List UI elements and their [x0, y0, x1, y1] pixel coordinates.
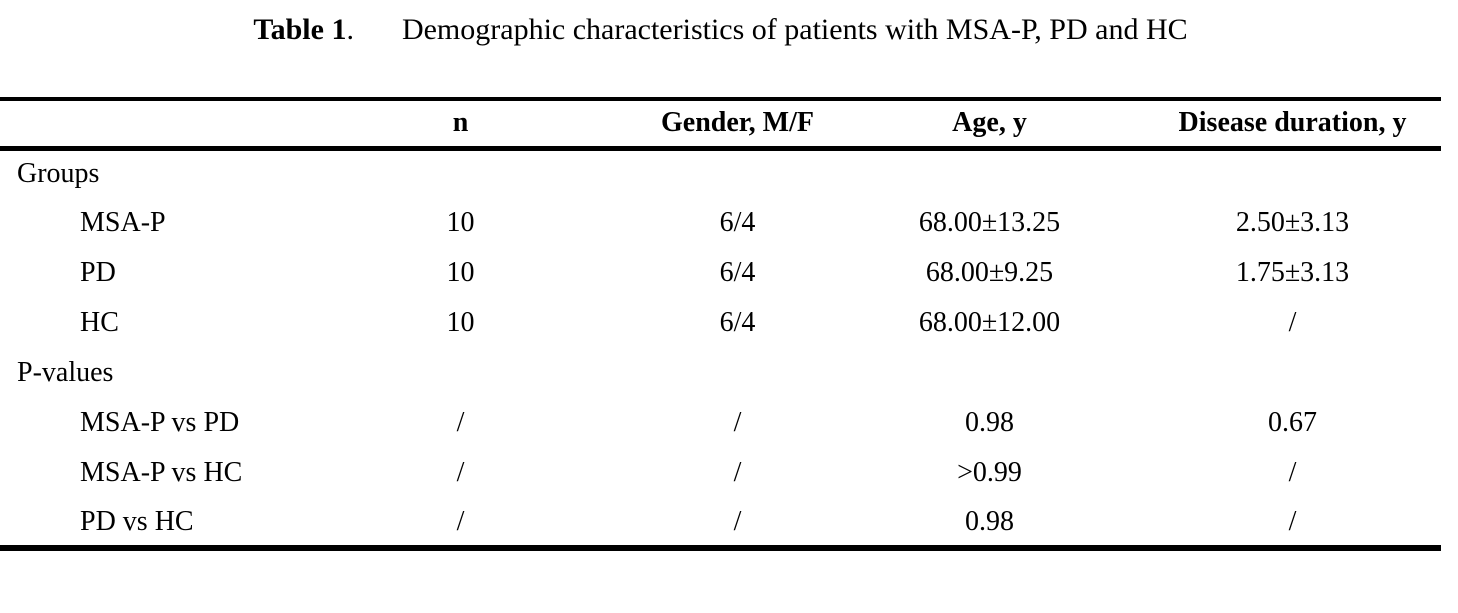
document-page: Table 1. Demographic characteristics of p…: [0, 13, 1458, 613]
column-header-n: n: [331, 97, 590, 151]
table-cell: 10: [446, 207, 475, 238]
row-label-p-values: P-values: [17, 357, 114, 388]
table-cell: 6/4: [719, 207, 756, 238]
table-cell: 0.98: [885, 498, 1094, 551]
table-cell: 6/4: [719, 257, 756, 288]
table-cell: /: [456, 407, 465, 438]
table-cell: /: [1094, 498, 1441, 551]
demographics-table: n Gender, M/F Age, y Disease duration, y…: [0, 97, 1441, 551]
column-header-disease-duration: Disease duration, y: [1094, 97, 1441, 151]
table-row-msa-p-vs-pd: MSA-P vs PD / / 0.98 0.67: [0, 398, 1441, 448]
row-label-groups: Groups: [17, 158, 100, 190]
column-header-gender: Gender, M/F: [590, 97, 885, 151]
table-cell: [331, 348, 590, 398]
table-cell: [590, 148, 885, 198]
table-cell: [590, 348, 885, 398]
table-cell: /: [733, 457, 742, 488]
table-cell: 68.00±12.00: [918, 307, 1061, 338]
table-cell: [885, 148, 1094, 198]
row-label-msa-p: MSA-P: [80, 207, 166, 238]
table-title-text: Demographic characteristics of patients …: [401, 13, 1188, 46]
table-title: Table 1. Demographic characteristics of p…: [0, 13, 1441, 47]
table-cell: 68.00±9.25: [925, 257, 1054, 288]
table-row-p-values: P-values: [0, 348, 1441, 398]
table-cell: 68.00±13.25: [918, 207, 1061, 238]
header-row: n Gender, M/F Age, y Disease duration, y: [0, 97, 1441, 151]
table-cell: /: [590, 498, 885, 551]
table-row-groups: Groups: [0, 148, 1441, 198]
table-cell: 0.98: [965, 407, 1014, 438]
table-row-msa-p: MSA-P 10 6/4 68.00±13.25 2.50±3.13: [0, 198, 1441, 248]
table-cell: /: [1288, 307, 1297, 338]
table-cell: >0.99: [957, 457, 1022, 488]
table-row-pd-vs-hc: PD vs HC / / 0.98 /: [0, 498, 1441, 551]
table-cell: [1094, 148, 1441, 198]
table-cell: 10: [446, 257, 475, 288]
table-cell: /: [331, 498, 590, 551]
table-row-pd: PD 10 6/4 68.00±9.25 1.75±3.13: [0, 248, 1441, 298]
table-cell: /: [456, 457, 465, 488]
row-label-msa-p-vs-pd: MSA-P vs PD: [80, 407, 240, 438]
table-cell: 0.67: [1268, 407, 1317, 438]
row-label-msa-p-vs-hc: MSA-P vs HC: [80, 457, 243, 488]
table-cell: [331, 148, 590, 198]
column-header-empty: [0, 97, 331, 151]
table-cell: /: [1288, 457, 1297, 488]
table-title-punct: .: [346, 13, 354, 46]
table-row-msa-p-vs-hc: MSA-P vs HC / / >0.99 /: [0, 448, 1441, 498]
column-header-age: Age, y: [885, 97, 1094, 151]
row-label-pd-vs-hc: PD vs HC: [0, 498, 331, 551]
row-label-hc: HC: [80, 307, 119, 338]
table-title-number: Table 1: [253, 13, 347, 46]
table-cell: 6/4: [719, 307, 756, 338]
table-cell: [885, 348, 1094, 398]
table-cell: 1.75±3.13: [1235, 257, 1350, 288]
table-cell: [1094, 348, 1441, 398]
table-cell: 10: [446, 307, 475, 338]
table-cell: /: [733, 407, 742, 438]
row-label-pd: PD: [80, 257, 116, 288]
table-row-hc: HC 10 6/4 68.00±12.00 /: [0, 298, 1441, 348]
table-cell: 2.50±3.13: [1235, 207, 1350, 238]
